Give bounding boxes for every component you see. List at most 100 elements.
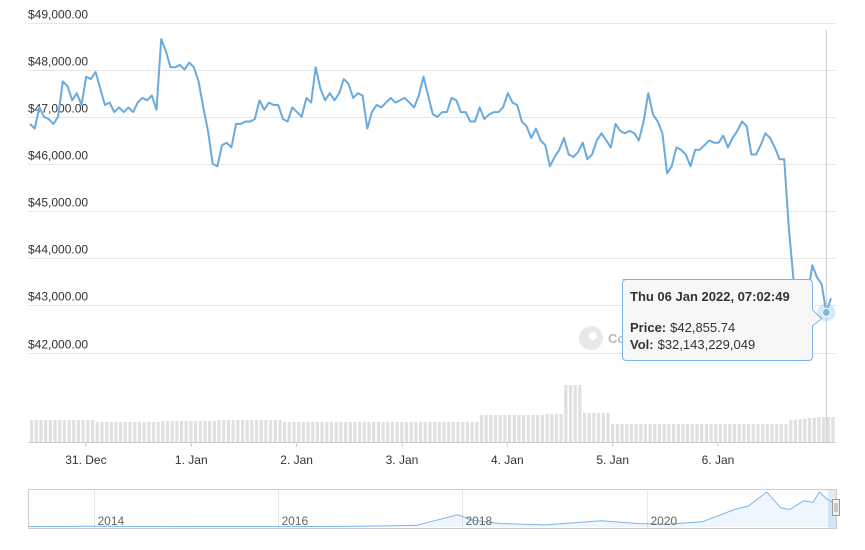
volume-bar bbox=[151, 422, 155, 442]
volume-bar bbox=[339, 422, 343, 442]
navigator[interactable]: 2014 2016 2018 2020 bbox=[28, 489, 840, 529]
volume-bar bbox=[695, 424, 699, 442]
volume-bar bbox=[779, 424, 783, 442]
volume-bar bbox=[672, 424, 676, 442]
volume-bar bbox=[301, 422, 305, 442]
volume-bar bbox=[737, 424, 741, 442]
volume-bar bbox=[747, 424, 751, 442]
volume-bar bbox=[587, 413, 591, 442]
volume-bar bbox=[72, 420, 76, 442]
volume-bar bbox=[189, 421, 193, 442]
volume-bar bbox=[714, 424, 718, 442]
volume-bar bbox=[765, 424, 769, 442]
volume-bar bbox=[690, 424, 694, 442]
tooltip-price-value: $42,855.74 bbox=[670, 320, 735, 335]
volume-bar bbox=[461, 422, 465, 442]
tooltip-price-label: Price: bbox=[630, 320, 666, 335]
volume-bar bbox=[128, 422, 132, 442]
volume-bar bbox=[400, 422, 404, 442]
volume-bar bbox=[175, 421, 179, 442]
tooltip-vol-value: $32,143,229,049 bbox=[658, 337, 756, 352]
volume-bar bbox=[156, 422, 160, 442]
volume-bar bbox=[269, 420, 273, 442]
volume-bar bbox=[775, 424, 779, 442]
x-tick-label: 6. Jan bbox=[702, 453, 735, 467]
y-tick-label: $47,000.00 bbox=[28, 102, 88, 116]
volume-bar bbox=[831, 417, 835, 442]
y-axis-labels: $49,000.00 $48,000.00 $47,000.00 $46,000.00… bbox=[28, 8, 88, 352]
volume-bar bbox=[114, 422, 118, 442]
y-tick-label: $48,000.00 bbox=[28, 55, 88, 69]
volume-bar bbox=[320, 422, 324, 442]
volume-bar bbox=[493, 415, 498, 442]
volume-bar bbox=[442, 422, 446, 442]
volume-bar bbox=[470, 422, 474, 442]
volume-bar bbox=[606, 413, 610, 442]
volume-bar bbox=[58, 420, 62, 442]
volume-bar bbox=[395, 422, 399, 442]
volume-bar bbox=[217, 420, 221, 442]
volume-bar bbox=[86, 420, 90, 442]
volume-bar bbox=[451, 422, 455, 442]
navigator-grid bbox=[94, 490, 648, 528]
hover-point[interactable] bbox=[821, 307, 831, 317]
y-tick-label: $43,000.00 bbox=[28, 290, 88, 304]
volume-bar bbox=[789, 420, 793, 442]
volume-bar bbox=[353, 422, 357, 442]
volume-bar bbox=[625, 424, 629, 442]
volume-bar bbox=[676, 424, 680, 442]
volume-bar bbox=[250, 420, 254, 442]
navigator-line bbox=[28, 491, 837, 528]
volume-bar bbox=[573, 385, 577, 442]
volume-bar bbox=[390, 422, 394, 442]
volume-bar bbox=[222, 420, 226, 442]
volume-bar bbox=[704, 424, 708, 442]
volume-bar bbox=[81, 420, 85, 442]
tooltip-vol-label: Vol: bbox=[630, 337, 654, 352]
volume-bar bbox=[583, 413, 587, 442]
x-tick-label: 5. Jan bbox=[596, 453, 629, 467]
volume-bar bbox=[329, 422, 334, 442]
volume-bar bbox=[184, 421, 188, 442]
volume-bar bbox=[367, 422, 371, 442]
navigator-year-label: 2016 bbox=[282, 514, 309, 528]
volume-bar bbox=[437, 422, 441, 442]
x-tick-label: 1. Jan bbox=[175, 453, 208, 467]
y-tick-label: $49,000.00 bbox=[28, 8, 88, 22]
navigator-year-label: 2018 bbox=[466, 514, 493, 528]
volume-bar bbox=[550, 414, 554, 442]
x-tick-label: 2. Jan bbox=[280, 453, 313, 467]
volume-bar bbox=[254, 420, 259, 442]
volume-bar bbox=[292, 422, 296, 442]
volume-bar bbox=[208, 421, 212, 442]
volume-bar bbox=[165, 421, 170, 442]
x-tick-label: 4. Jan bbox=[491, 453, 524, 467]
volume-bar bbox=[386, 422, 390, 442]
volume-bar bbox=[536, 415, 540, 442]
volume-bar bbox=[793, 420, 797, 442]
volume-bar bbox=[147, 422, 151, 442]
price-line[interactable] bbox=[29, 38, 832, 314]
volume-bar bbox=[484, 415, 488, 442]
volume-bar bbox=[597, 413, 601, 442]
volume-bar bbox=[629, 424, 633, 442]
volume-bar bbox=[648, 424, 652, 442]
volume-bar bbox=[362, 422, 366, 442]
navigator-handle[interactable] bbox=[832, 499, 840, 516]
volume-bar bbox=[170, 421, 174, 442]
volume-bar bbox=[428, 422, 432, 442]
volume-bar bbox=[226, 420, 230, 442]
volume-bar bbox=[522, 415, 526, 442]
tooltip-vol-row: Vol: $32,143,229,049 bbox=[630, 337, 755, 352]
volume-bar bbox=[732, 424, 737, 442]
volume-bar bbox=[615, 424, 619, 442]
volume-bar bbox=[95, 422, 99, 442]
volume-bar bbox=[826, 417, 830, 442]
volume-bar bbox=[564, 385, 568, 442]
volume-bar bbox=[433, 422, 437, 442]
volume-bar bbox=[334, 422, 338, 442]
volume-bar bbox=[203, 421, 207, 442]
volume-bar bbox=[611, 424, 615, 442]
volume-bar bbox=[770, 424, 774, 442]
